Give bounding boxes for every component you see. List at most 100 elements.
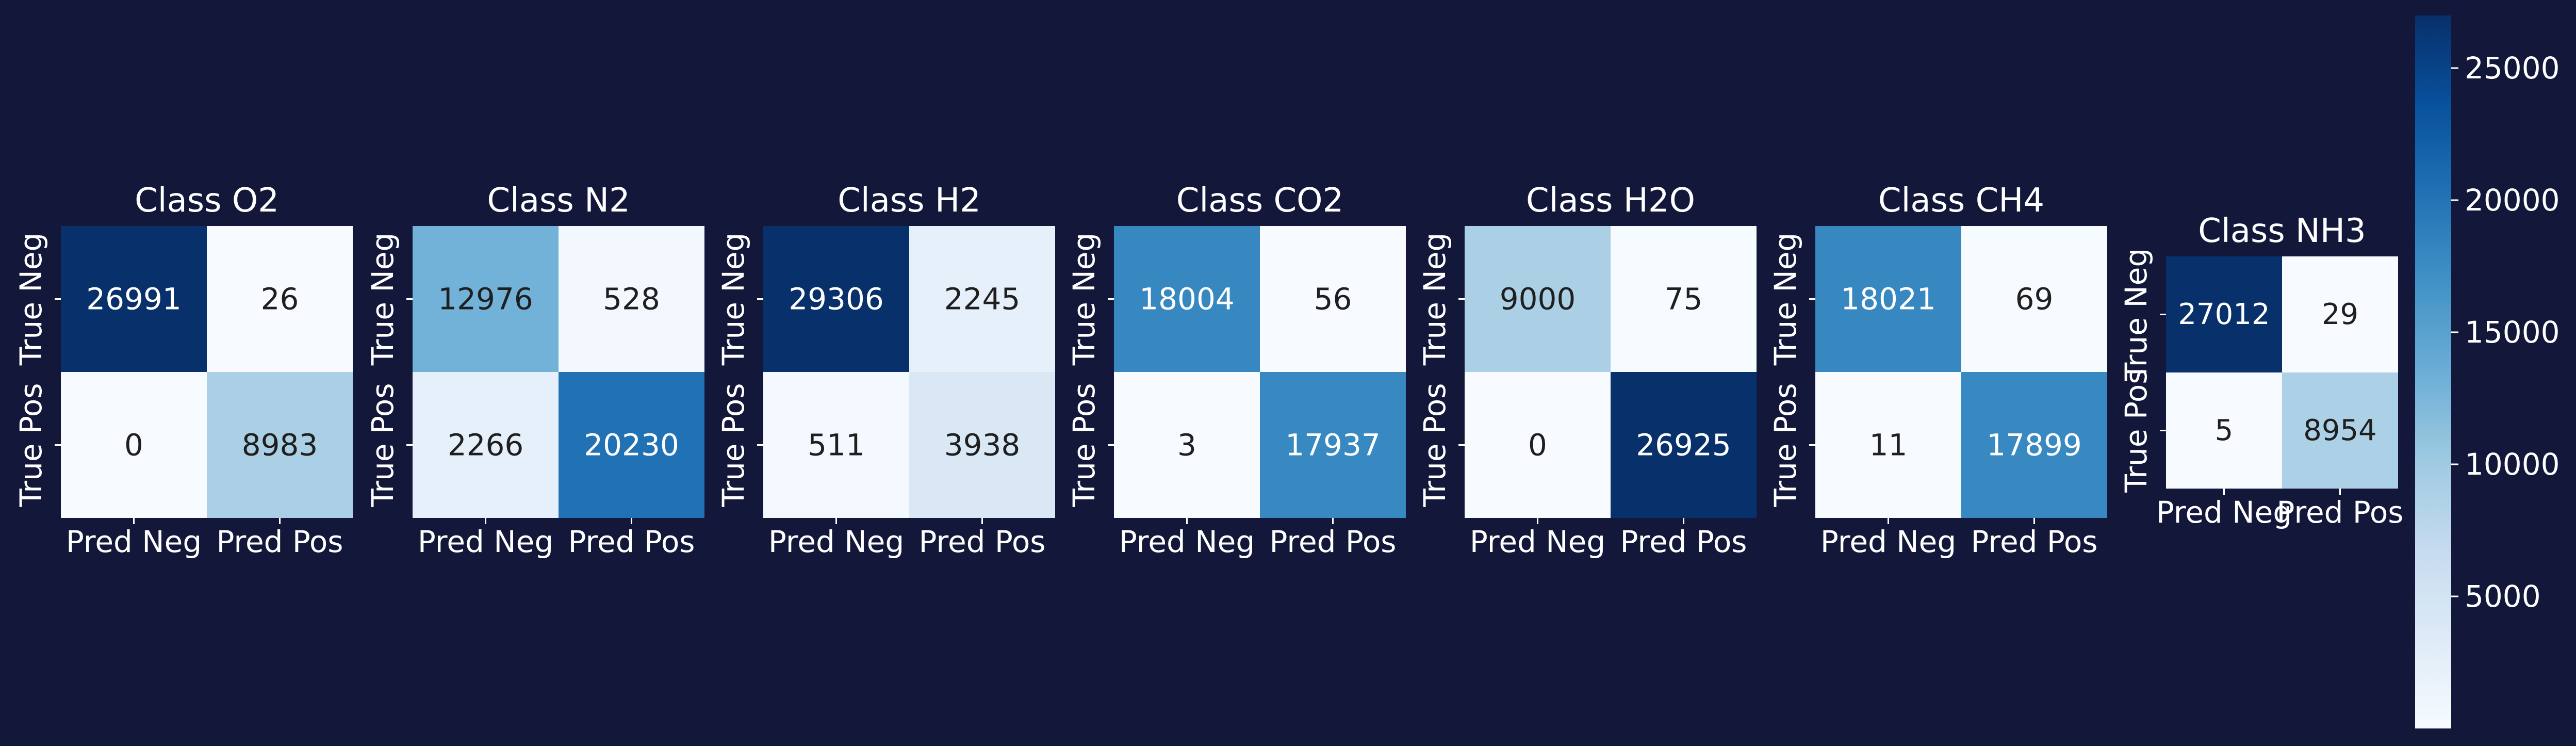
colorbar-tick-label: 5000 <box>2465 579 2541 614</box>
panels: Class O2 26991 26 0 8983 Pred Neg Pred Pos True… <box>13 182 2404 559</box>
heatmap-cell <box>413 226 559 372</box>
y-tick-label: True Neg <box>365 233 400 366</box>
panel-class-h2o: Class H2O 9000 75 0 26925 Pred Neg Pred Pos Tru… <box>1417 182 1757 559</box>
cell-value: 528 <box>603 282 660 317</box>
heatmap-cell <box>1114 226 1260 372</box>
x-tick-label: Pred Neg <box>2156 495 2292 530</box>
heatmap-cell <box>909 226 1055 372</box>
x-tick-label: Pred Pos <box>918 524 1045 559</box>
heatmap-cell <box>61 226 207 372</box>
heatmap-cell <box>1961 226 2107 372</box>
heatmap-cell <box>1815 372 1961 518</box>
y-tick-label: True Pos <box>1417 383 1452 507</box>
panel-title: Class H2O <box>1526 182 1695 220</box>
colorbar-tick-label: 15000 <box>2465 315 2560 350</box>
heatmap-cell <box>1465 226 1611 372</box>
panel-class-h2: Class H2 29306 2245 511 3938 Pred Neg Pred Pos… <box>716 182 1055 559</box>
heatmap-cell <box>763 226 909 372</box>
cell-value: 18004 <box>1139 282 1235 317</box>
heatmap-cell <box>1260 372 1406 518</box>
panel-class-o2: Class O2 26991 26 0 8983 Pred Neg Pred Pos True… <box>13 182 353 559</box>
y-tick-label: True Neg <box>716 233 751 366</box>
x-tick-label: Pred Pos <box>1971 524 2097 559</box>
cell-value: 0 <box>1528 428 1547 463</box>
cell-value: 26 <box>261 282 299 317</box>
x-tick-label: Pred Neg <box>768 524 904 559</box>
heatmap-cell <box>2282 372 2398 489</box>
cell-value: 29 <box>2322 298 2358 331</box>
heatmap-cell <box>1465 372 1611 518</box>
x-tick-label: Pred Neg <box>1470 524 1605 559</box>
y-tick-label: True Neg <box>13 233 48 366</box>
cell-value: 511 <box>808 428 865 463</box>
cell-value: 29306 <box>789 282 884 317</box>
cell-value: 9000 <box>1500 282 1576 317</box>
colorbar-tick-label: 25000 <box>2465 51 2560 86</box>
cell-value: 18021 <box>1841 282 1936 317</box>
cell-value: 26925 <box>1636 428 1731 463</box>
y-tick-label: True Pos <box>1067 383 1102 507</box>
colorbar-tick-label: 20000 <box>2465 183 2560 218</box>
colorbar: 5000 10000 15000 20000 25000 <box>2415 15 2560 728</box>
cell-value: 75 <box>1665 282 1703 317</box>
cell-value: 20230 <box>584 428 679 463</box>
x-tick-label: Pred Neg <box>66 524 202 559</box>
y-tick-label: True Pos <box>2119 368 2154 493</box>
y-tick-label: True Neg <box>1417 233 1452 366</box>
cell-value: 17937 <box>1285 428 1381 463</box>
panel-class-ch4: Class CH4 18021 69 11 17899 Pred Neg Pred Pos T… <box>1768 182 2107 559</box>
panel-title: Class NH3 <box>2198 212 2366 250</box>
cell-value: 5 <box>2215 414 2234 447</box>
panel-title: Class CH4 <box>1878 182 2044 220</box>
heatmap-cell <box>2166 256 2282 372</box>
x-tick-label: Pred Neg <box>418 524 553 559</box>
cell-value: 27012 <box>2178 298 2270 331</box>
cell-value: 2266 <box>448 428 524 463</box>
panel-title: Class CO2 <box>1176 182 1344 220</box>
y-tick-label: True Pos <box>1768 383 1803 507</box>
heatmap-cell <box>2282 256 2398 372</box>
heatmap-cell <box>763 372 909 518</box>
cell-value: 26991 <box>86 282 182 317</box>
cell-value: 69 <box>2015 282 2054 317</box>
x-tick-label: Pred Pos <box>568 524 695 559</box>
heatmap-cell <box>207 372 353 518</box>
heatmap-cell <box>559 226 704 372</box>
cell-value: 8954 <box>2303 414 2377 447</box>
heatmap-cell <box>1611 226 1757 372</box>
cell-value: 12976 <box>438 282 533 317</box>
y-tick-label: True Pos <box>13 383 48 507</box>
heatmap-cell <box>1260 226 1406 372</box>
cell-value: 2245 <box>944 282 1021 317</box>
heatmap-cell <box>207 226 353 372</box>
panel-title: Class O2 <box>135 182 279 220</box>
colorbar-tick-label: 10000 <box>2465 447 2560 482</box>
colorbar-gradient <box>2415 15 2451 728</box>
cell-value: 3938 <box>944 428 1021 463</box>
cell-value: 3 <box>1177 428 1196 463</box>
heatmap-cell <box>61 372 207 518</box>
heatmap-cell <box>1114 372 1260 518</box>
cell-value: 8983 <box>242 428 318 463</box>
x-tick-label: Pred Pos <box>216 524 343 559</box>
x-tick-label: Pred Neg <box>1820 524 1956 559</box>
y-tick-label: True Pos <box>365 383 400 507</box>
x-tick-label: Pred Pos <box>1620 524 1747 559</box>
x-tick-label: Pred Neg <box>1119 524 1255 559</box>
cell-value: 11 <box>1869 428 1908 463</box>
heatmap-cell <box>413 372 559 518</box>
panel-title: Class N2 <box>487 182 630 220</box>
y-tick-label: True Neg <box>1768 233 1803 366</box>
y-tick-label: True Neg <box>2119 248 2154 382</box>
y-tick-label: True Pos <box>716 383 751 507</box>
heatmap-cell <box>559 372 704 518</box>
panel-title: Class H2 <box>838 182 981 220</box>
heatmap-cell <box>2166 372 2282 489</box>
cell-value: 17899 <box>1987 428 2082 463</box>
heatmap-cell <box>1961 372 2107 518</box>
y-tick-label: True Neg <box>1067 233 1102 366</box>
panel-class-n2: Class N2 12976 528 2266 20230 Pred Neg Pred Po… <box>365 182 704 559</box>
heatmap-cell <box>1815 226 1961 372</box>
